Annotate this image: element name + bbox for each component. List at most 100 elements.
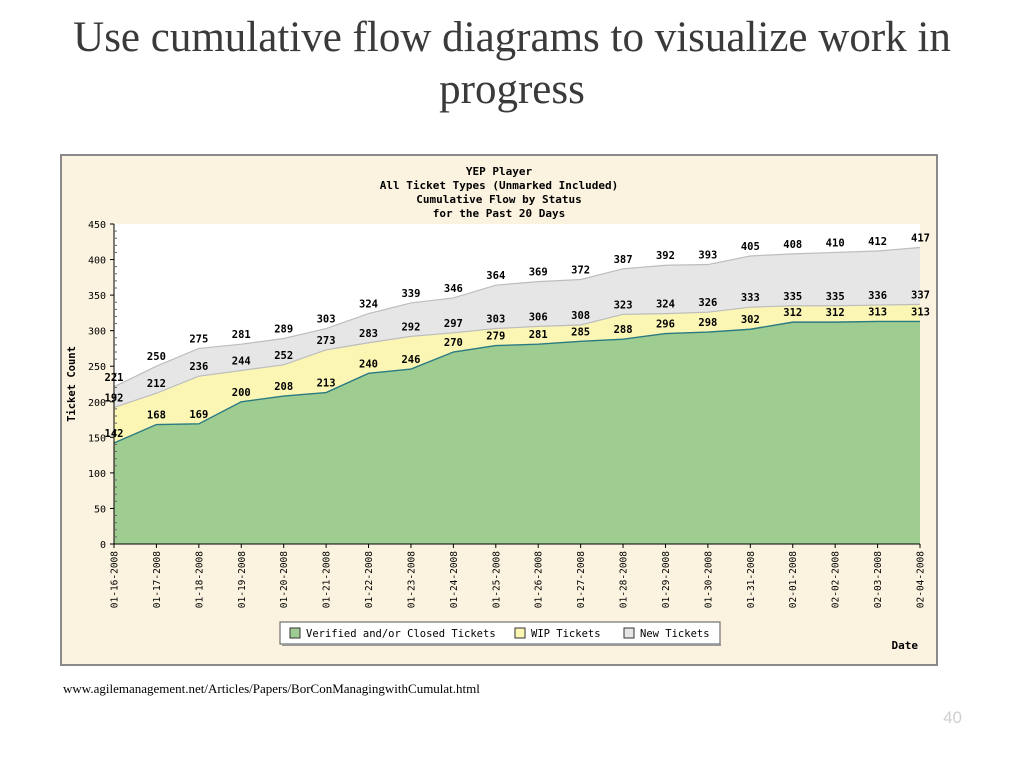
data-label-new: 303 xyxy=(317,314,336,326)
data-label-wip: 335 xyxy=(783,291,802,303)
x-tick-label: 01-23-2008 xyxy=(406,551,417,608)
data-label-verified: 279 xyxy=(486,331,505,343)
x-tick-label: 01-28-2008 xyxy=(619,551,630,608)
data-label-verified: 296 xyxy=(656,319,675,331)
data-label-verified: 313 xyxy=(868,306,887,318)
x-tick-label: 01-21-2008 xyxy=(322,551,333,608)
data-label-verified: 213 xyxy=(317,378,336,390)
data-label-verified: 285 xyxy=(571,326,590,338)
data-label-wip: 283 xyxy=(359,328,378,340)
x-tick-label: 01-30-2008 xyxy=(703,551,714,608)
data-label-wip: 306 xyxy=(529,311,548,323)
data-label-new: 364 xyxy=(486,270,505,282)
slide-title: Use cumulative flow diagrams to visualiz… xyxy=(73,14,951,113)
data-label-verified: 169 xyxy=(189,409,208,421)
x-axis-label: Date xyxy=(892,639,919,652)
line-new xyxy=(113,246,921,388)
chart-frame: YEP Player All Ticket Types (Unmarked Inc… xyxy=(60,154,938,666)
data-label-new: 275 xyxy=(189,333,208,345)
y-tick-label: 400 xyxy=(88,256,106,267)
data-label-new: 405 xyxy=(741,241,760,253)
x-tick-label: 01-16-2008 xyxy=(110,551,121,608)
x-tick-label: 01-31-2008 xyxy=(746,551,757,608)
line-wip xyxy=(113,303,921,409)
data-label-wip: 297 xyxy=(444,318,463,330)
x-tick-label: 01-26-2008 xyxy=(534,551,545,608)
data-label-verified: 312 xyxy=(826,307,845,319)
data-label-wip: 323 xyxy=(614,299,633,311)
y-tick-label: 50 xyxy=(94,504,106,515)
data-label-wip: 236 xyxy=(189,361,208,373)
data-label-verified: 302 xyxy=(741,314,760,326)
x-tick-label: 01-24-2008 xyxy=(449,551,460,608)
data-label-new: 250 xyxy=(147,351,166,363)
data-label-verified: 313 xyxy=(911,306,930,318)
source-citation[interactable]: www.agilemanagement.net/Articles/Papers/… xyxy=(63,681,480,696)
data-label-verified: 312 xyxy=(783,307,802,319)
x-tick-label: 01-20-2008 xyxy=(279,551,290,608)
data-label-verified: 288 xyxy=(614,324,633,336)
data-label-wip: 336 xyxy=(868,290,887,302)
y-tick-label: 450 xyxy=(88,220,106,231)
legend-swatch-wip xyxy=(514,627,526,639)
data-label-verified: 270 xyxy=(444,337,463,349)
x-tick-label: 01-17-2008 xyxy=(152,551,163,608)
chart-title-line: YEP Player xyxy=(466,165,533,178)
legend-swatch-verified xyxy=(289,627,301,639)
x-tick-label: 01-19-2008 xyxy=(237,551,248,608)
x-tick-label: 01-27-2008 xyxy=(576,551,587,608)
data-label-wip: 326 xyxy=(698,297,717,309)
data-label-new: 410 xyxy=(826,237,845,249)
y-tick-label: 150 xyxy=(88,433,106,444)
y-tick-label: 250 xyxy=(88,362,106,373)
x-tick-label: 01-18-2008 xyxy=(194,551,205,608)
data-label-new: 372 xyxy=(571,264,590,276)
data-label-wip: 244 xyxy=(232,355,251,367)
chart-title-line: for the Past 20 Days xyxy=(433,207,565,220)
x-tick-label: 02-02-2008 xyxy=(831,551,842,608)
data-label-new: 417 xyxy=(911,232,930,244)
y-axis-label: Ticket Count xyxy=(66,346,78,422)
y-tick-label: 100 xyxy=(88,469,106,480)
plot-area: 0 50 100 150 200 250 300 350 400 450 Ticket Count 0… xyxy=(66,220,930,608)
data-label-wip: 192 xyxy=(105,392,124,404)
area-verified xyxy=(114,321,920,544)
data-label-new: 324 xyxy=(359,299,378,311)
data-label-wip: 337 xyxy=(911,289,930,301)
chart-title-line: Cumulative Flow by Status xyxy=(416,193,582,206)
x-tick-label: 02-01-2008 xyxy=(788,551,799,608)
legend-label-wip: WIP Tickets xyxy=(531,628,601,640)
data-label-wip: 333 xyxy=(741,292,760,304)
data-label-verified: 208 xyxy=(274,381,293,393)
data-label-verified: 142 xyxy=(105,428,124,440)
y-tick-label: 200 xyxy=(88,398,106,409)
data-label-verified: 200 xyxy=(232,387,251,399)
data-label-new: 346 xyxy=(444,283,463,295)
x-tick-label: 02-03-2008 xyxy=(873,551,884,608)
data-label-new: 392 xyxy=(656,250,675,262)
chart-legend: Verified and/or Closed Tickets WIP Ticket… xyxy=(279,621,919,652)
data-label-verified: 281 xyxy=(529,329,548,341)
data-label-wip: 292 xyxy=(401,321,420,333)
data-label-new: 408 xyxy=(783,239,802,251)
data-label-wip: 303 xyxy=(486,314,505,326)
y-tick-label: 350 xyxy=(88,291,106,302)
data-label-new: 289 xyxy=(274,323,293,335)
data-label-verified: 246 xyxy=(401,354,420,366)
legend-label-new: New Tickets xyxy=(640,628,710,640)
data-label-wip: 252 xyxy=(274,350,293,362)
data-label-new: 339 xyxy=(401,288,420,300)
x-tick-label: 01-25-2008 xyxy=(491,551,502,608)
y-tick-label: 0 xyxy=(100,540,106,551)
data-label-new: 412 xyxy=(868,236,887,248)
x-tick-label: 01-29-2008 xyxy=(661,551,672,608)
data-label-new: 387 xyxy=(614,254,633,266)
data-label-new: 393 xyxy=(698,250,717,262)
data-label-wip: 212 xyxy=(147,378,166,390)
data-label-wip: 324 xyxy=(656,299,675,311)
y-tick-label: 300 xyxy=(88,327,106,338)
legend-swatch-new xyxy=(623,627,635,639)
x-tick-label: 01-22-2008 xyxy=(364,551,375,608)
data-label-verified: 298 xyxy=(698,317,717,329)
slide-number: 40 xyxy=(943,708,962,727)
